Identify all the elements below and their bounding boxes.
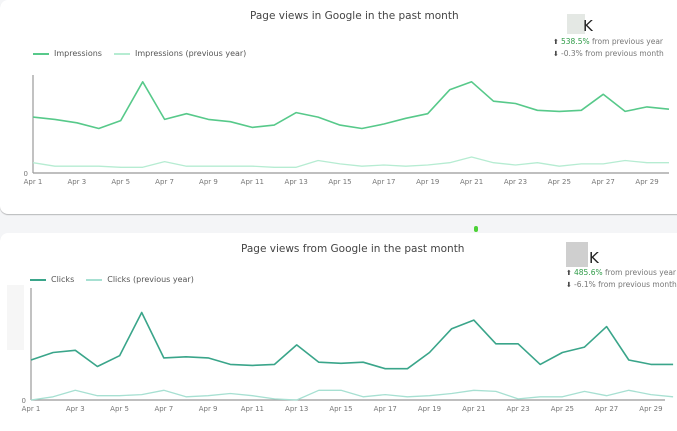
x-tick-label: Apr 25 [551, 405, 574, 413]
x-tick-label: Apr 9 [199, 178, 218, 186]
x-tick-label: Apr 1 [24, 178, 43, 186]
x-tick-label: Apr 5 [110, 405, 129, 413]
legend-label: Impressions [54, 49, 102, 58]
kpi-yoy: ⬆ 485.6% from previous year [566, 267, 677, 279]
x-tick-label: Apr 19 [418, 405, 441, 413]
legend-swatch [30, 278, 46, 281]
x-tick-label: Apr 27 [595, 405, 618, 413]
yoy-percent: 485.6% [574, 268, 603, 277]
legend-swatch [86, 278, 103, 281]
x-tick-label: Apr 25 [548, 178, 571, 186]
chart-legend: Clicks Clicks (previous year) [30, 275, 194, 284]
x-tick-label: Apr 23 [506, 405, 529, 413]
series-line-impressions[interactable] [32, 81, 670, 130]
legend-label: Clicks [51, 275, 75, 284]
x-tick-label: Apr 11 [241, 405, 264, 413]
series-line-clicks[interactable] [30, 311, 674, 370]
series-line-impressions-previous-year-[interactable] [32, 156, 669, 168]
kpi-mom: ⬇ -0.3% from previous month [553, 48, 664, 60]
x-tick-label: Apr 27 [592, 178, 615, 186]
x-tick-label: Apr 15 [329, 405, 352, 413]
legend-item-clicks-prev[interactable]: Clicks (previous year) [86, 275, 194, 284]
yoy-text: from previous year [602, 268, 677, 277]
mom-text: -6.1% from previous month [574, 280, 677, 289]
x-tick-label: Apr 19 [416, 178, 439, 186]
mom-text: -0.3% from previous month [561, 49, 664, 58]
redacted-axis-label [7, 285, 24, 350]
x-tick-label: Apr 21 [462, 405, 485, 413]
legend-item-impressions[interactable]: Impressions [33, 49, 102, 58]
redacted-value [567, 14, 585, 34]
legend-label: Clicks (previous year) [107, 275, 194, 284]
kpi-scorecard: K ⬆ 538.5% from previous year ⬇ -0.3% from… [553, 14, 664, 60]
chart-legend: Impressions Impressions (previous year) [33, 49, 246, 58]
kpi-scorecard: K ⬆ 485.6% from previous year ⬇ -6.1% from… [566, 242, 677, 291]
legend-swatch [113, 52, 130, 55]
kpi-unit: K [583, 17, 593, 35]
x-tick-label: Apr 9 [199, 405, 218, 413]
clicks-panel: Page views from Google in the past month… [0, 233, 677, 431]
kpi-mom: ⬇ -6.1% from previous month [566, 279, 677, 291]
drag-handle[interactable] [474, 226, 478, 232]
x-tick-label: Apr 29 [639, 405, 662, 413]
kpi-value: K [566, 242, 677, 267]
kpi-unit: K [589, 249, 599, 267]
x-tick-label: Apr 29 [635, 178, 658, 186]
impressions-panel: Page views in Google in the past month I… [0, 0, 677, 214]
series-line-clicks-previous-year-[interactable] [30, 389, 674, 401]
legend-item-clicks[interactable]: Clicks [30, 275, 74, 284]
redacted-value [566, 242, 588, 267]
yoy-percent: 538.5% [561, 37, 590, 46]
x-tick-label: Apr 17 [372, 178, 395, 186]
x-tick-label: Apr 7 [155, 178, 174, 186]
legend-item-impressions-prev[interactable]: Impressions (previous year) [113, 49, 247, 58]
kpi-yoy: ⬆ 538.5% from previous year [553, 36, 664, 48]
x-tick-label: Apr 17 [374, 405, 397, 413]
legend-label: Impressions (previous year) [134, 49, 247, 58]
x-tick-label: Apr 3 [67, 178, 86, 186]
panel-title: Page views in Google in the past month [250, 10, 459, 22]
kpi-value: K [553, 14, 664, 36]
x-tick-label: Apr 23 [504, 178, 527, 186]
arrow-up-icon: ⬆ [566, 269, 572, 277]
x-tick-label: Apr 11 [241, 178, 264, 186]
x-tick-label: Apr 7 [154, 405, 173, 413]
arrow-up-icon: ⬆ [553, 38, 559, 46]
yoy-text: from previous year [589, 37, 664, 46]
legend-swatch [33, 52, 49, 55]
y-tick-label: 0 [24, 170, 28, 178]
x-tick-label: Apr 1 [22, 405, 41, 413]
arrow-down-icon: ⬇ [566, 281, 572, 289]
x-tick-label: Apr 5 [111, 178, 130, 186]
x-tick-label: Apr 15 [328, 178, 351, 186]
x-tick-label: Apr 13 [285, 178, 308, 186]
x-tick-label: Apr 3 [66, 405, 85, 413]
arrow-down-icon: ⬇ [553, 50, 559, 58]
panel-title: Page views from Google in the past month [241, 243, 465, 255]
x-tick-label: Apr 21 [460, 178, 483, 186]
x-tick-label: Apr 13 [285, 405, 308, 413]
y-tick-label: 0 [22, 397, 26, 405]
